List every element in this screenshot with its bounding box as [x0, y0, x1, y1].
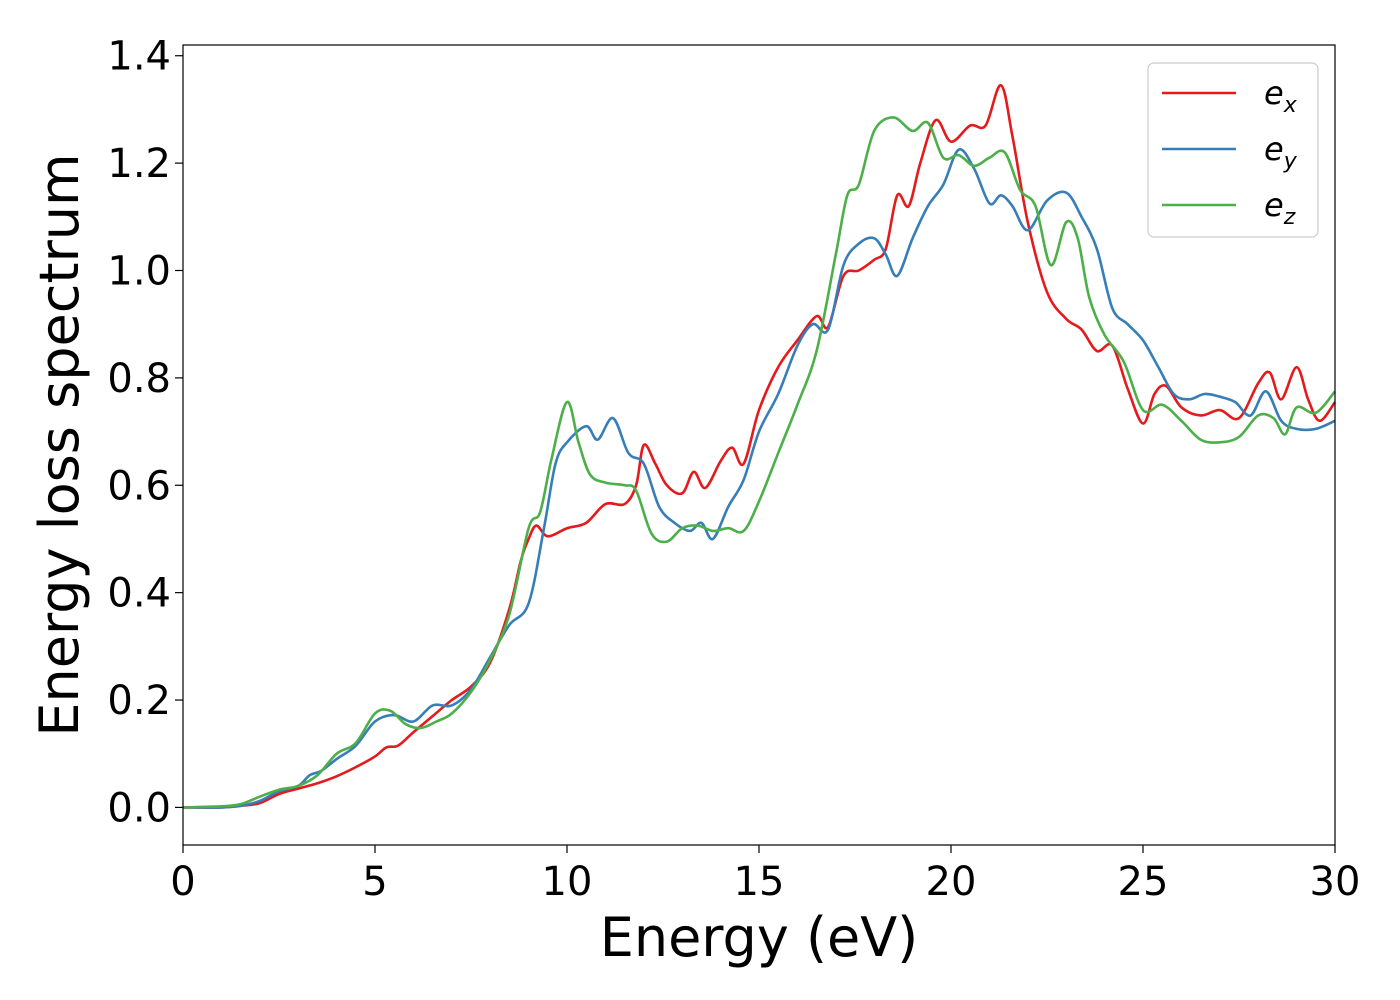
y-tick-label: 0.6 — [107, 463, 171, 509]
y-tick-label: 0.4 — [107, 571, 171, 617]
y-axis-label: Energy loss spectrum — [28, 153, 91, 736]
x-tick-label: 15 — [734, 859, 785, 905]
x-tick-label: 0 — [170, 859, 195, 905]
y-axis: 0.0 0.2 0.4 0.6 0.8 1.0 1.2 1.4 — [107, 34, 183, 831]
y-tick-label: 1.4 — [107, 34, 171, 80]
y-tick-label: 0.0 — [107, 785, 171, 831]
legend-label-ex: ex — [1264, 74, 1298, 118]
series-line-ey — [182, 148, 1336, 809]
y-tick-label: 1.0 — [107, 249, 171, 295]
x-axis-label: Energy (eV) — [600, 906, 919, 969]
legend: ex ey ez — [1147, 62, 1319, 238]
y-tick-label: 0.2 — [107, 678, 171, 724]
series-line-ez — [182, 116, 1337, 809]
plot-area — [182, 83, 1337, 809]
x-tick-label: 5 — [362, 859, 387, 905]
legend-label-ez: ez — [1264, 186, 1296, 230]
legend-label-ey: ey — [1264, 130, 1298, 174]
x-tick-label: 25 — [1118, 859, 1169, 905]
y-tick-label: 1.2 — [107, 141, 171, 187]
x-axis: 0 5 10 15 20 25 30 — [170, 845, 1360, 905]
y-tick-label: 0.8 — [107, 356, 171, 402]
x-tick-label: 10 — [542, 859, 593, 905]
x-tick-label: 30 — [1310, 859, 1361, 905]
x-tick-label: 20 — [926, 859, 977, 905]
plot-frame — [182, 44, 1336, 846]
